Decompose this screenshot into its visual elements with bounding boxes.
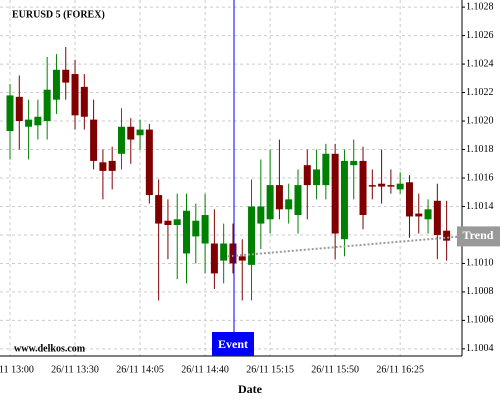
candle-body (229, 243, 237, 264)
candle-body (155, 195, 163, 224)
candle-body (43, 89, 51, 122)
candle-body (303, 165, 311, 186)
y-tick-label: 1.1028 (466, 1, 494, 12)
watermark: www.delkos.com (14, 343, 86, 354)
candle-body (164, 220, 172, 225)
candle-body (331, 153, 339, 234)
candle-body (415, 213, 423, 217)
y-tick-label: 1.1020 (466, 115, 494, 126)
x-tick-label: 26/11 14:05 (116, 364, 164, 375)
candle-body (322, 153, 330, 186)
y-tick-label: 1.1026 (466, 30, 494, 41)
candle-body (285, 199, 293, 210)
y-tick-label: 1.1006 (466, 315, 494, 326)
candle-body (173, 219, 181, 225)
trend-label-box (457, 226, 500, 247)
candle-body (313, 169, 321, 186)
candle-body (433, 200, 441, 235)
candle-body (6, 95, 14, 132)
candle-body (275, 185, 283, 210)
candle-body (201, 215, 209, 244)
x-tick-label: 26/11 15:15 (246, 364, 294, 375)
candle-body (117, 126, 125, 154)
candle-body (424, 209, 432, 220)
y-tick-label: 1.1022 (466, 87, 494, 98)
candle-body (71, 74, 79, 116)
candle-body (266, 185, 274, 220)
y-tick-label: 1.1008 (466, 286, 494, 297)
candle-body (80, 86, 88, 117)
event-label: Event (218, 337, 248, 351)
candle-body (378, 183, 386, 187)
x-tick-label: 26/11 14:40 (181, 364, 229, 375)
candle-body (34, 116, 42, 126)
candle-body (127, 126, 135, 140)
x-tick-label: 26/11 13:30 (51, 364, 99, 375)
candle-body (257, 206, 265, 224)
chart-title: EURUSD 5 (FOREX) (12, 9, 105, 20)
candle-body (238, 256, 246, 261)
y-tick-label: 1.1010 (466, 258, 494, 269)
candle-body (25, 119, 33, 127)
candle-body (108, 160, 116, 171)
candle-body (15, 96, 23, 122)
y-tick-label: 1.1014 (466, 201, 494, 212)
candle-body (405, 182, 413, 217)
candle-body (359, 160, 367, 216)
candle-body (340, 160, 348, 240)
candle-body (136, 129, 144, 136)
candle-body (52, 69, 60, 100)
candle-body (62, 69, 70, 83)
y-tick-label: 1.1024 (466, 58, 494, 69)
x-tick-label: 26/11 16:25 (376, 364, 424, 375)
candle-body (294, 185, 302, 216)
candle-body (220, 243, 228, 261)
candle-body (396, 183, 404, 190)
candle-body (248, 206, 256, 265)
candle-body (387, 185, 395, 187)
y-tick-label: 1.1004 (466, 343, 494, 354)
x-tick-label: 26/11 15:50 (311, 364, 359, 375)
candle-body (90, 119, 98, 161)
candle-body (183, 210, 191, 254)
candle-body (350, 160, 358, 166)
candle-body (145, 129, 153, 196)
x-tick-label: 26/11 13:00 (0, 364, 34, 375)
candle-body (192, 220, 200, 237)
y-tick-label: 1.1016 (466, 172, 494, 183)
candle-body (99, 162, 107, 171)
event-label-box (212, 332, 254, 356)
candle-body (443, 230, 451, 241)
candle-body (210, 243, 218, 274)
y-tick-label: 1.1018 (466, 144, 494, 155)
candle-body (368, 185, 376, 187)
trend-label: Trend (463, 228, 494, 242)
x-axis-label: Date (238, 382, 263, 396)
trend-line (227, 235, 463, 258)
